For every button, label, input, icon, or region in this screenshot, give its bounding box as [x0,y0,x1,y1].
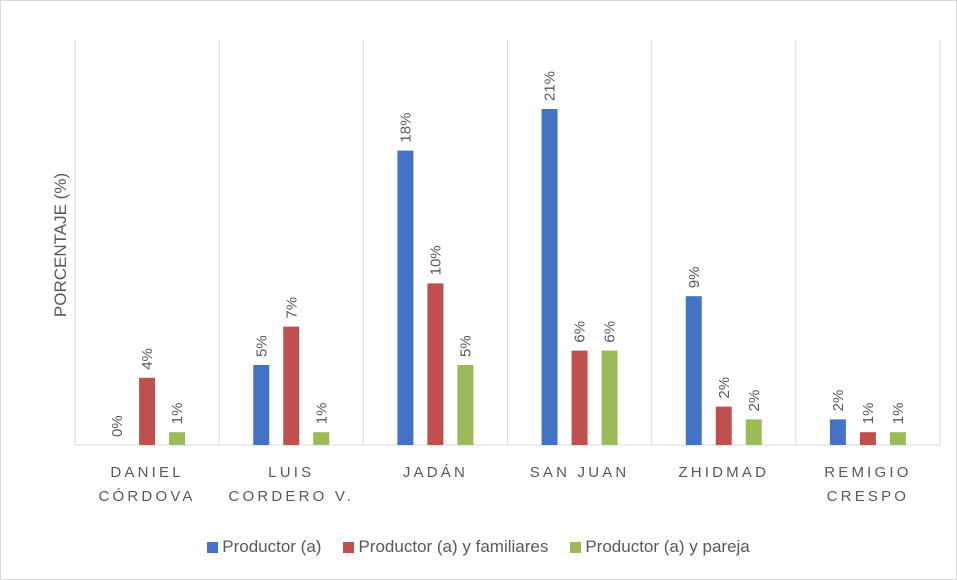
data-label: 6% [572,321,589,343]
bar [313,432,330,445]
data-label: 18% [397,113,414,143]
x-tick-label: SAN JUAN [529,464,630,481]
legend-label: Productor (a) y familiares [358,537,549,556]
bar [169,432,186,445]
legend-item: Productor (a) y pareja [570,537,750,557]
data-label: 4% [139,348,156,370]
data-label: 2% [830,390,847,412]
data-label: 9% [686,267,703,289]
bar [139,377,156,445]
data-label: 2% [746,390,763,412]
data-label: 1% [890,403,907,425]
legend-item: Productor (a) [207,537,321,557]
bar [283,326,300,445]
x-tick-label: REMIGIO CRESPO [824,464,912,505]
bar [397,150,414,445]
bar [427,283,444,445]
x-tick-label: DANIEL CÓRDOVA [98,464,196,505]
bar [571,350,588,445]
data-label: 5% [253,335,270,357]
bar [715,406,732,445]
data-label: 10% [427,245,444,275]
data-label: 0% [109,415,126,437]
bar [859,432,876,445]
data-label: 6% [602,321,619,343]
bar [745,419,762,445]
legend: Productor (a) Productor (a) y familiares P… [0,537,957,557]
bar [889,432,906,445]
bar [457,365,474,445]
data-label: 1% [169,403,186,425]
legend-swatch [343,541,355,553]
data-label: 21% [542,71,559,101]
bar [829,419,846,445]
bar [541,109,558,445]
x-tick-label: JADÁN [402,464,468,481]
legend-label: Productor (a) y pareja [585,537,750,556]
bar [253,365,270,445]
bar [601,350,618,445]
data-label: 2% [716,377,733,399]
data-label: 7% [283,297,300,319]
y-axis-label: PORCENTAJE (%) [51,173,70,317]
x-tick-label: ZHIDMAD [678,464,770,481]
legend-item: Productor (a) y familiares [343,537,548,557]
legend-label: Productor (a) [222,537,322,556]
x-tick-label: LUIS CORDERO V. [228,464,355,505]
bar [685,296,702,445]
data-label: 5% [457,335,474,357]
data-label: 1% [313,403,330,425]
legend-swatch [570,541,582,553]
data-label: 1% [860,403,877,425]
legend-swatch [207,541,219,553]
